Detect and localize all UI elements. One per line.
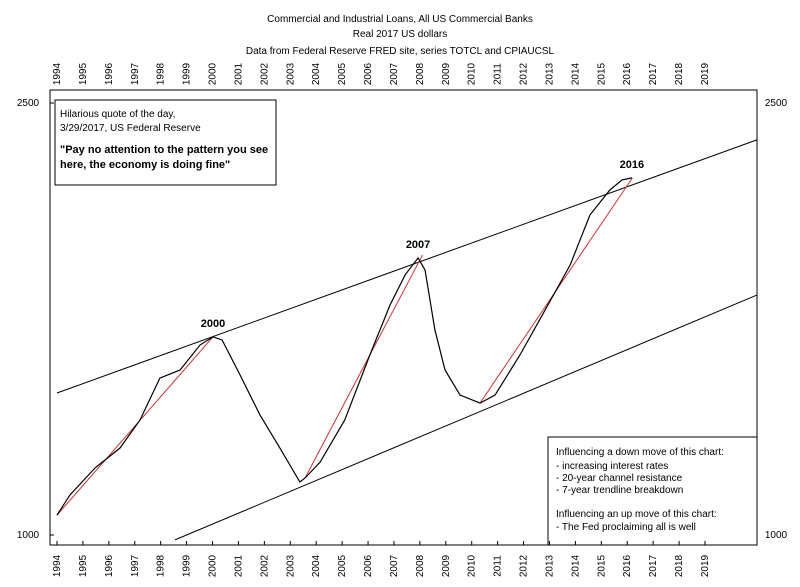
x-tick-label: 2013 <box>544 62 555 85</box>
x-tick-label: 2008 <box>415 62 426 85</box>
note-text: - 7-year trendline breakdown <box>556 485 683 496</box>
y2-tick-label: 1000 <box>765 530 788 541</box>
x-tick-label: 2018 <box>674 62 685 85</box>
x-tick-label: 2010 <box>467 62 478 85</box>
chart-subtitle: Real 2017 US dollars <box>353 29 448 40</box>
x-tick-label: 1998 <box>156 62 167 85</box>
x-tick-label: 2011 <box>493 63 504 85</box>
quote-text: here, the economy is doing fine" <box>60 159 230 171</box>
y2-tick-label: 2500 <box>765 98 788 109</box>
y-tick-label: 1000 <box>17 530 40 541</box>
x-tick-label: 1996 <box>104 554 115 577</box>
x-tick-label: 2017 <box>648 554 659 577</box>
x-tick-label: 2014 <box>570 554 581 577</box>
x-tick-label: 1997 <box>130 62 141 85</box>
peak-label: 2007 <box>406 239 430 251</box>
x-tick-label: 2000 <box>208 62 219 85</box>
x-tick-label: 2006 <box>363 554 374 577</box>
x-tick-label: 2002 <box>259 62 270 85</box>
x-tick-label: 1999 <box>182 62 193 85</box>
quote-box <box>54 99 277 186</box>
x-tick-label: 2005 <box>337 554 348 577</box>
data-line <box>56 177 633 516</box>
peak-label: 2016 <box>620 159 644 171</box>
x-tick-label: 2013 <box>544 554 555 577</box>
x-tick-label: 2018 <box>674 554 685 577</box>
x-tick-label: 2002 <box>259 554 270 577</box>
chart-title: Commercial and Industrial Loans, All US … <box>267 14 533 25</box>
note-text: - increasing interest rates <box>556 461 668 472</box>
x-tick-label: 2006 <box>363 62 374 85</box>
x-tick-label: 2008 <box>415 554 426 577</box>
y-tick-label: 2500 <box>17 98 40 109</box>
x-tick-label: 2019 <box>700 554 711 577</box>
x-tick-label: 1999 <box>182 554 193 577</box>
plot-frame <box>49 89 758 546</box>
x-tick-label: 2012 <box>519 62 530 85</box>
x-tick-label: 2004 <box>311 62 322 85</box>
x-tick-label: 2017 <box>648 62 659 85</box>
x-tick-label: 1997 <box>130 554 141 577</box>
channel-line <box>56 139 758 394</box>
x-tick-label: 2009 <box>441 62 452 85</box>
x-tick-label: 2010 <box>467 554 478 577</box>
note-text: Influencing an up move of this chart: <box>556 509 717 520</box>
x-tick-label: 1994 <box>52 62 63 85</box>
x-tick-label: 2019 <box>700 62 711 85</box>
quote-text: 3/29/2017, US Federal Reserve <box>60 123 201 134</box>
quote-text: Hilarious quote of the day, <box>60 109 175 120</box>
note-text: Influencing a down move of this chart: <box>556 447 724 458</box>
channel-line <box>174 294 758 541</box>
x-tick-label: 2012 <box>519 554 530 577</box>
x-tick-label: 2000 <box>208 554 219 577</box>
note-text: - The Fed proclaiming all is well <box>556 522 696 533</box>
chart-source: Data from Federal Reserve FRED site, ser… <box>246 46 555 57</box>
x-tick-label: 2004 <box>311 554 322 577</box>
x-tick-label: 2007 <box>389 62 400 85</box>
note-text: - 20-year channel resistance <box>556 473 683 484</box>
x-tick-label: 1998 <box>156 554 167 577</box>
peak-label: 2000 <box>201 318 225 330</box>
x-tick-label: 2003 <box>285 554 296 577</box>
x-tick-label: 2015 <box>596 62 607 85</box>
quote-text: "Pay no attention to the pattern you see <box>60 144 268 156</box>
x-tick-label: 2009 <box>441 554 452 577</box>
trend-line <box>304 254 423 479</box>
x-tick-label: 2003 <box>285 62 296 85</box>
x-tick-label: 1995 <box>78 554 89 577</box>
notes-box <box>547 436 758 546</box>
x-tick-label: 2007 <box>389 554 400 577</box>
x-tick-label: 2016 <box>622 62 633 85</box>
x-tick-label: 2015 <box>596 554 607 577</box>
x-tick-label: 2005 <box>337 62 348 85</box>
x-tick-label: 2001 <box>233 62 244 85</box>
x-tick-label: 1996 <box>104 62 115 85</box>
x-tick-label: 1994 <box>52 554 63 577</box>
x-tick-label: 2011 <box>493 555 504 577</box>
x-tick-label: 1995 <box>78 62 89 85</box>
x-tick-label: 2016 <box>622 554 633 577</box>
x-tick-label: 2014 <box>570 62 581 85</box>
x-tick-label: 2001 <box>233 554 244 577</box>
